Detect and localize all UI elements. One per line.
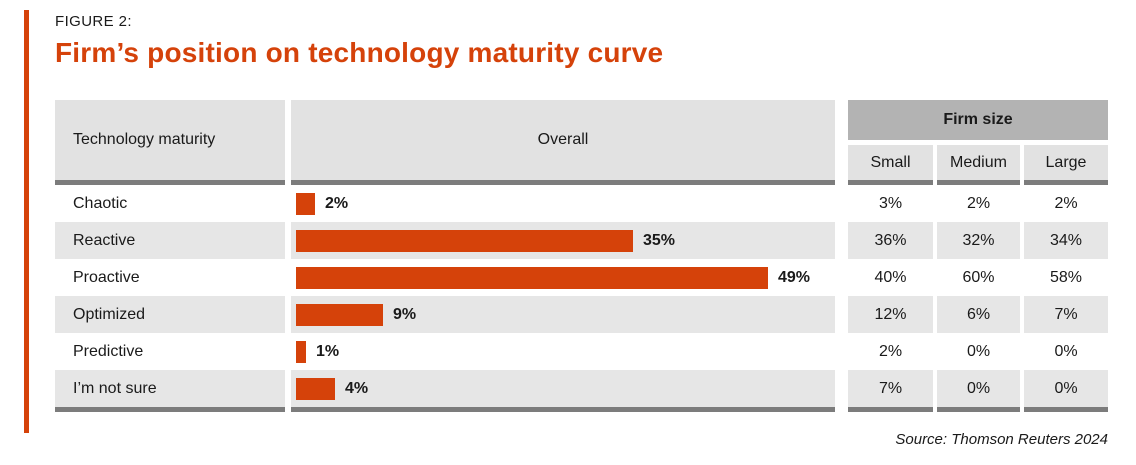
large-value: 2% — [1054, 194, 1078, 212]
source-attribution: Source: Thomson Reuters 2024 — [895, 431, 1108, 448]
large-value: 7% — [1024, 296, 1108, 333]
large-value: 0% — [1024, 370, 1108, 407]
overall-bar-cell: 2% — [291, 185, 835, 222]
overall-bar — [296, 266, 768, 289]
overall-bar-cell: 49% — [291, 259, 835, 296]
accent-bar — [24, 10, 29, 433]
overall-bar — [296, 303, 383, 326]
large-value: 34% — [1024, 222, 1108, 259]
small-value: 36% — [848, 222, 933, 259]
medium-value: 6% — [937, 296, 1020, 333]
column-header-small: Small — [848, 145, 933, 180]
small-value: 2% — [878, 342, 903, 360]
row-label: Proactive — [73, 268, 140, 286]
row-label: I’m not sure — [55, 370, 285, 407]
small-value: 7% — [848, 370, 933, 407]
medium-value: 2% — [966, 194, 991, 212]
small-value: 3% — [878, 194, 903, 212]
large-value: 0% — [1054, 342, 1078, 360]
bottom-rule — [291, 407, 835, 412]
medium-value: 0% — [966, 342, 991, 360]
overall-value-label: 35% — [643, 231, 676, 249]
figure-title: Firm’s position on technology maturity c… — [55, 37, 664, 68]
small-value: 40% — [874, 268, 907, 286]
overall-value-label: 1% — [316, 342, 340, 360]
row-label: Chaotic — [73, 194, 128, 212]
medium-value: 0% — [937, 370, 1020, 407]
header-rule — [848, 180, 933, 185]
overall-bar — [296, 340, 306, 363]
overall-bar — [296, 377, 335, 400]
overall-bar-cell: 35% — [291, 222, 835, 259]
header-rule — [55, 180, 285, 185]
overall-bar-cell: 4% — [291, 370, 835, 407]
figure-header: FIGURE 2: Firm’s position on technology … — [0, 0, 1136, 69]
bottom-rule — [937, 407, 1020, 412]
bottom-rule — [848, 407, 933, 412]
overall-bar — [296, 192, 315, 215]
column-header-medium: Medium — [937, 145, 1020, 180]
column-group-header-firm-size: Firm size — [848, 100, 1108, 140]
header-rule — [937, 180, 1020, 185]
column-header-technology-maturity: Technology maturity — [55, 100, 285, 180]
medium-value: 60% — [962, 268, 995, 286]
overall-value-label: 4% — [345, 379, 369, 397]
row-label: Predictive — [73, 342, 144, 360]
row-label: Reactive — [55, 222, 285, 259]
overall-value-label: 49% — [778, 268, 811, 286]
small-value: 12% — [848, 296, 933, 333]
maturity-table: Technology maturity Overall Firm size Sm… — [55, 100, 1108, 412]
overall-bar — [296, 229, 633, 252]
column-header-overall: Overall — [291, 100, 835, 180]
overall-value-label: 9% — [393, 305, 417, 323]
bottom-rule — [1024, 407, 1108, 412]
header-rule — [291, 180, 835, 185]
column-header-large: Large — [1024, 145, 1108, 180]
medium-value: 32% — [937, 222, 1020, 259]
overall-value-label: 2% — [325, 194, 349, 212]
large-value: 58% — [1049, 268, 1083, 286]
row-label: Optimized — [55, 296, 285, 333]
bottom-rule — [55, 407, 285, 412]
header-rule — [1024, 180, 1108, 185]
overall-bar-cell: 9% — [291, 296, 835, 333]
figure-number-label: FIGURE 2: — [55, 13, 132, 30]
overall-bar-cell: 1% — [291, 333, 835, 370]
